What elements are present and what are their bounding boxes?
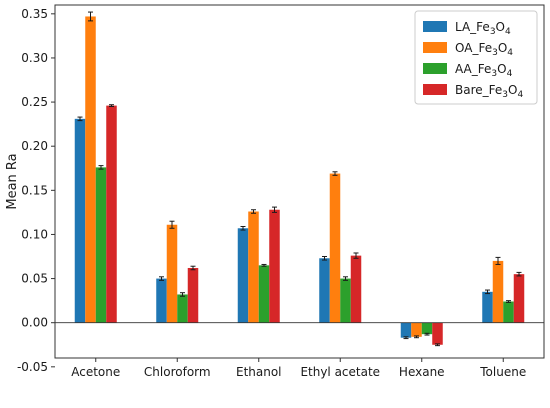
legend-text-part: O — [508, 83, 517, 97]
y-tick-label: 0.20 — [21, 139, 48, 153]
bar — [421, 322, 433, 335]
legend-text-part: OA_Fe — [455, 41, 492, 55]
bar — [258, 265, 270, 323]
bar — [187, 267, 199, 323]
legend-subscript: 4 — [507, 69, 513, 79]
legend-entry: LA_Fe3O4 — [455, 20, 511, 37]
bar — [166, 224, 178, 323]
x-tick-label: Toluene — [479, 365, 526, 379]
legend-subscript: 4 — [505, 27, 511, 37]
plot-frame — [54, 4, 545, 359]
bar — [340, 278, 351, 323]
legend-swatch — [423, 84, 447, 95]
legend-entry: OA_Fe3O4 — [455, 41, 513, 58]
y-tick-label: 0.05 — [21, 272, 48, 286]
bar — [492, 260, 504, 323]
bar — [74, 118, 86, 323]
bar — [95, 167, 107, 323]
y-tick-label: 0.25 — [21, 95, 48, 109]
x-tick-label: Hexane — [399, 365, 445, 379]
legend-swatch — [423, 63, 447, 74]
legend-subscript: 4 — [517, 90, 523, 100]
legend-text-part: LA_Fe — [455, 20, 490, 34]
bar — [503, 301, 514, 323]
bar — [400, 322, 412, 338]
bar — [106, 105, 117, 323]
legend-box — [414, 10, 538, 105]
bar — [177, 294, 188, 323]
legend-subscript: 3 — [490, 27, 496, 37]
legend-subscript: 4 — [507, 48, 513, 58]
bar — [85, 16, 96, 323]
bar — [432, 322, 443, 345]
y-tick-label: -0.05 — [17, 360, 48, 374]
x-tick-label: Chloroform — [144, 365, 211, 379]
legend-text-part: O — [496, 20, 505, 34]
x-tick-label: Ethanol — [236, 365, 282, 379]
bar — [411, 322, 422, 337]
y-axis-label: Mean Ra — [5, 153, 20, 209]
legend-swatch — [423, 21, 447, 32]
legend-text-part: O — [498, 41, 507, 55]
bar — [482, 291, 493, 323]
y-tick-label: 0.15 — [21, 183, 48, 197]
x-tick-label: Acetone — [71, 365, 120, 379]
y-tick-label: 0.00 — [21, 316, 48, 330]
legend-entry: AA_Fe3O4 — [455, 62, 513, 79]
y-tick-label: 0.30 — [21, 51, 48, 65]
y-tick-label: 0.35 — [21, 7, 48, 21]
legend-entry: Bare_Fe3O4 — [455, 83, 523, 100]
bar — [248, 211, 259, 323]
bar — [156, 278, 167, 323]
legend-text-part: AA_Fe — [455, 62, 491, 76]
legend-text-part: Bare_Fe — [455, 83, 502, 97]
bar — [350, 255, 362, 323]
legend-subscript: 3 — [492, 48, 498, 58]
bar — [269, 209, 280, 323]
bar — [513, 274, 525, 323]
bar — [329, 173, 341, 323]
y-tick-label: 0.10 — [21, 227, 48, 241]
legend-subscript: 3 — [491, 69, 497, 79]
bar — [319, 258, 330, 323]
legend-swatch — [423, 42, 447, 53]
legend-subscript: 3 — [502, 90, 508, 100]
bar — [237, 228, 249, 323]
x-tick-label: Ethyl acetate — [300, 365, 380, 379]
axes: -0.05 0.00 0.05 0.10 0.15 0.20 0.25 0.30 0.35 Mea… — [5, 4, 545, 379]
legend-text-part: O — [497, 62, 506, 76]
plot-area — [74, 11, 525, 347]
